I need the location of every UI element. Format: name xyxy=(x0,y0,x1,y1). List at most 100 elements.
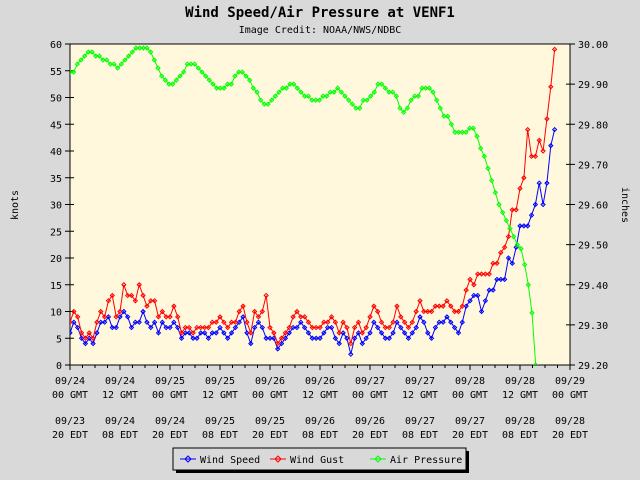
data-point xyxy=(174,324,181,331)
data-point xyxy=(514,241,521,248)
data-point xyxy=(89,49,95,55)
data-point xyxy=(163,324,169,331)
data-point xyxy=(397,105,403,111)
data-point xyxy=(390,319,396,325)
x-tick-label-date-edt: 09/25 xyxy=(205,416,235,427)
data-point xyxy=(452,129,458,135)
data-point xyxy=(174,314,181,320)
data-point xyxy=(367,330,373,336)
data-point xyxy=(136,45,143,51)
data-point xyxy=(151,319,158,325)
data-point xyxy=(71,319,77,325)
data-point xyxy=(351,324,358,331)
x-tick-label-date: 09/27 xyxy=(405,376,435,387)
data-point xyxy=(132,298,139,304)
data-point xyxy=(509,260,516,267)
data-point xyxy=(276,89,282,95)
data-point xyxy=(363,324,369,331)
left-tick-label: 5 xyxy=(56,334,62,345)
data-point xyxy=(494,260,500,267)
data-point xyxy=(217,314,223,320)
x-tick-label-date: 09/26 xyxy=(305,376,335,387)
data-point xyxy=(111,61,117,67)
data-point xyxy=(528,212,535,218)
legend-label: Wind Gust xyxy=(290,455,344,466)
data-point xyxy=(271,330,277,336)
data-point xyxy=(125,53,132,59)
data-point xyxy=(86,330,92,336)
data-point xyxy=(389,89,396,95)
data-point xyxy=(283,85,290,91)
data-point xyxy=(428,308,435,315)
data-point xyxy=(374,308,381,315)
data-point xyxy=(235,69,242,75)
data-point xyxy=(351,335,358,341)
data-point xyxy=(240,303,246,309)
data-point xyxy=(244,319,250,325)
data-point xyxy=(239,69,246,75)
data-point xyxy=(551,46,558,53)
data-point xyxy=(433,97,440,103)
data-point xyxy=(114,65,121,71)
x-tick-label-date: 09/26 xyxy=(255,376,285,387)
data-point xyxy=(105,298,112,304)
data-point xyxy=(121,308,127,315)
x-tick-label-date-edt: 09/28 xyxy=(555,416,585,427)
data-point xyxy=(432,324,439,331)
data-point xyxy=(128,292,135,299)
data-point xyxy=(129,49,136,55)
legend-box-shadow-bottom xyxy=(176,470,469,473)
data-point xyxy=(228,81,235,87)
data-point xyxy=(394,319,400,325)
legend: Wind Speed Wind Gust Air Pressure xyxy=(172,447,469,473)
data-point xyxy=(117,308,123,315)
data-point xyxy=(213,85,220,91)
data-point xyxy=(349,101,356,107)
x-tick-label-edt: 08 EDT xyxy=(402,430,438,441)
data-point xyxy=(426,85,433,91)
data-point xyxy=(394,303,400,309)
data-point xyxy=(375,81,381,87)
data-point xyxy=(244,330,250,336)
right-tick-label: 29.90 xyxy=(578,80,608,91)
x-tick-label-date-edt: 09/28 xyxy=(505,416,535,427)
left-tick-label: 15 xyxy=(50,281,62,292)
data-point xyxy=(272,93,279,99)
data-point xyxy=(263,292,269,299)
x-tick-label-gmt: 00 GMT xyxy=(452,390,488,401)
data-point xyxy=(332,319,339,325)
data-point xyxy=(471,282,477,288)
data-point xyxy=(485,165,491,172)
data-point xyxy=(85,49,92,55)
data-point xyxy=(496,201,502,208)
data-point xyxy=(471,292,477,299)
data-point xyxy=(360,97,367,103)
x-tick-label-gmt: 12 GMT xyxy=(102,390,138,401)
data-point xyxy=(348,351,354,358)
data-point xyxy=(155,330,162,336)
data-point xyxy=(190,330,196,336)
data-point xyxy=(71,308,77,315)
x-tick-label-gmt: 00 GMT xyxy=(552,390,588,401)
x-tick-label-edt: 20 EDT xyxy=(252,430,288,441)
data-point xyxy=(201,324,208,331)
data-point xyxy=(221,85,227,91)
data-point xyxy=(294,308,300,315)
data-point xyxy=(206,77,213,83)
data-point xyxy=(236,319,242,325)
data-point xyxy=(309,324,316,331)
x-tick-label-date: 09/24 xyxy=(105,376,135,387)
data-point xyxy=(336,340,342,347)
data-point xyxy=(463,129,469,135)
data-point xyxy=(259,308,266,315)
data-point xyxy=(455,308,462,315)
data-point xyxy=(224,324,231,331)
left-tick-label: 35 xyxy=(50,174,62,185)
data-point xyxy=(421,308,427,315)
data-point xyxy=(255,314,262,320)
data-point xyxy=(382,85,389,91)
data-point xyxy=(70,69,77,75)
data-point xyxy=(478,308,485,315)
data-point xyxy=(492,189,499,196)
x-tick-label-gmt: 00 GMT xyxy=(52,390,88,401)
